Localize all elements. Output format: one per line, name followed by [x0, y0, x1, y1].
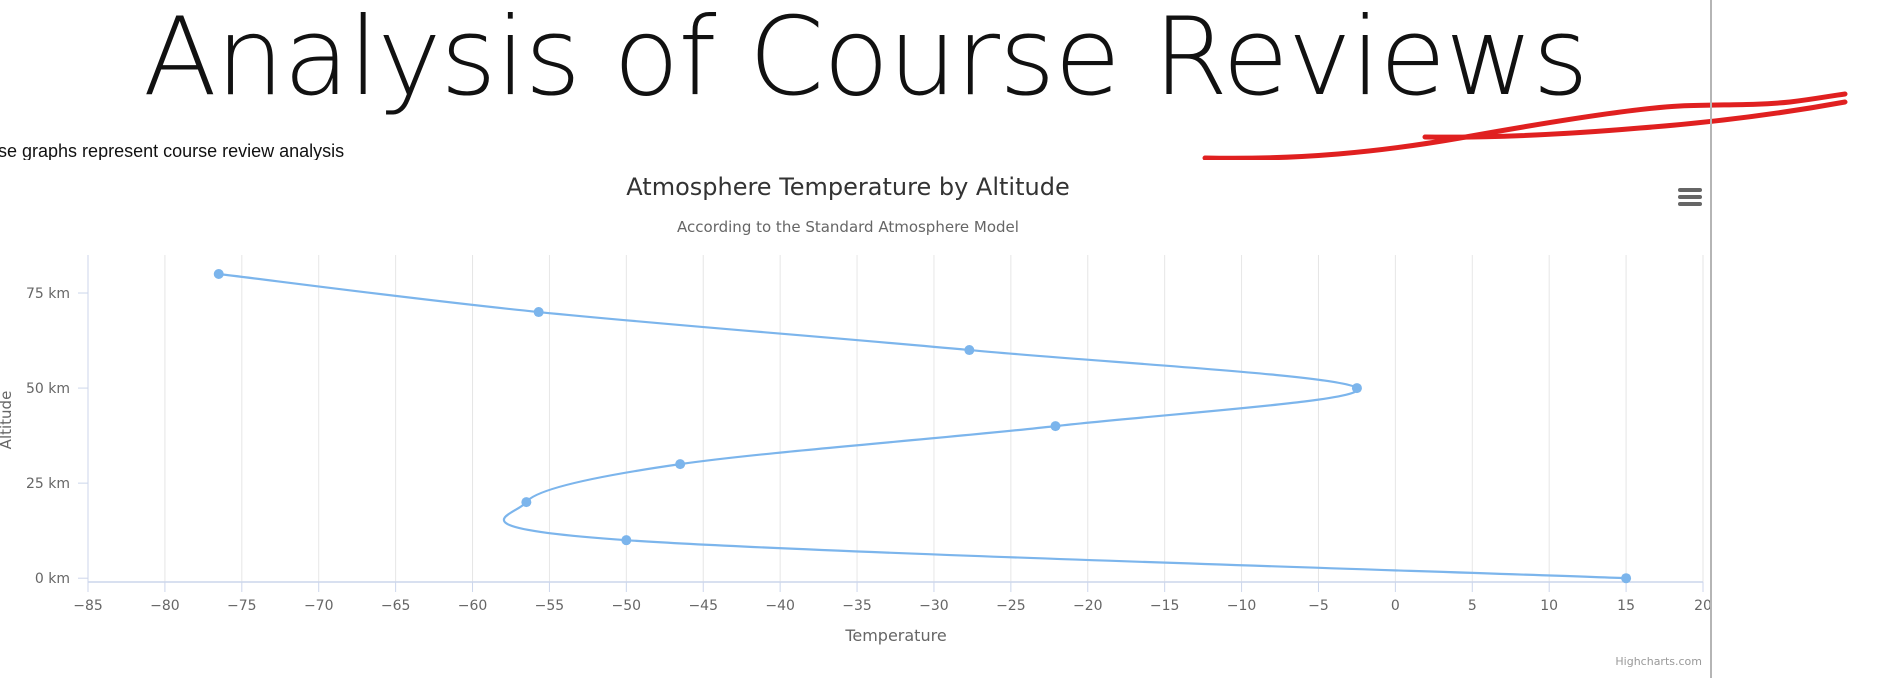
- data-point[interactable]: [1050, 421, 1061, 432]
- x-tick-label: 20: [1694, 598, 1710, 614]
- x-tick-label: −30: [919, 598, 949, 614]
- chart-svg: −85 −80 −75 −70 −65 −60 −55 −50 −45 −40 −35 −30 −25−…: [0, 160, 1712, 678]
- y-axis-title: Altitude: [0, 391, 15, 450]
- x-tick-label: −35: [842, 598, 872, 614]
- axis-layer: [78, 255, 1704, 592]
- x-tick-label: −15: [1150, 598, 1180, 614]
- x-tick-label: −65: [381, 598, 411, 614]
- x-tick-label: −55: [535, 598, 565, 614]
- data-point[interactable]: [621, 535, 632, 546]
- chart-subtitle: According to the Standard Atmosphere Mod…: [677, 218, 1019, 236]
- x-tick-label: −20: [1073, 598, 1103, 614]
- x-tick-label: −40: [765, 598, 795, 614]
- x-tick-label: −80: [150, 598, 180, 614]
- x-tick-label: −10: [1227, 598, 1257, 614]
- x-tick-label: −85: [73, 598, 103, 614]
- page-title: Analysis of Course Reviews: [143, 0, 1589, 120]
- y-tick-label: 75 km: [26, 286, 70, 302]
- label-layer: −85 −80 −75 −70 −65 −60 −55 −50 −45 −40 −35 −30 −25−…: [26, 286, 1712, 614]
- y-tick-label: 50 km: [26, 381, 70, 397]
- x-tick-label: −60: [458, 598, 488, 614]
- x-tick-label: 5: [1468, 598, 1477, 614]
- data-point[interactable]: [1351, 383, 1362, 394]
- data-point[interactable]: [533, 307, 544, 318]
- y-tick-label: 0 km: [35, 571, 70, 587]
- x-tick-label: −25: [996, 598, 1026, 614]
- x-tick-label: −5: [1308, 598, 1329, 614]
- x-axis-title: Temperature: [844, 626, 946, 645]
- x-tick-label: −75: [227, 598, 257, 614]
- chart-container: −85 −80 −75 −70 −65 −60 −55 −50 −45 −40 −35 −30 −25−…: [0, 160, 1712, 678]
- x-tick-label: −50: [612, 598, 642, 614]
- data-point[interactable]: [213, 269, 224, 280]
- x-tick-label: 15: [1617, 598, 1635, 614]
- y-tick-label: 25 km: [26, 476, 70, 492]
- export-menu-button[interactable]: [1674, 182, 1706, 212]
- data-point[interactable]: [964, 345, 975, 356]
- scroll-divider: [1710, 0, 1712, 678]
- x-tick-label: 0: [1391, 598, 1400, 614]
- chart-background: [0, 160, 1710, 678]
- x-tick-label: −70: [304, 598, 334, 614]
- data-point[interactable]: [1621, 573, 1632, 584]
- series-layer: [213, 269, 1632, 584]
- data-point[interactable]: [675, 459, 686, 470]
- hamburger-menu-icon: [1678, 188, 1702, 206]
- highcharts-credits-link[interactable]: Highcharts.com: [1615, 655, 1702, 668]
- intro-text: ese graphs represent course review analy…: [0, 141, 345, 161]
- x-tick-label: −45: [688, 598, 718, 614]
- series-line: [218, 272, 1627, 580]
- grid-layer: [87, 255, 1704, 582]
- data-point[interactable]: [521, 497, 532, 508]
- x-tick-label: 10: [1540, 598, 1558, 614]
- chart-title: Atmosphere Temperature by Altitude: [626, 173, 1069, 201]
